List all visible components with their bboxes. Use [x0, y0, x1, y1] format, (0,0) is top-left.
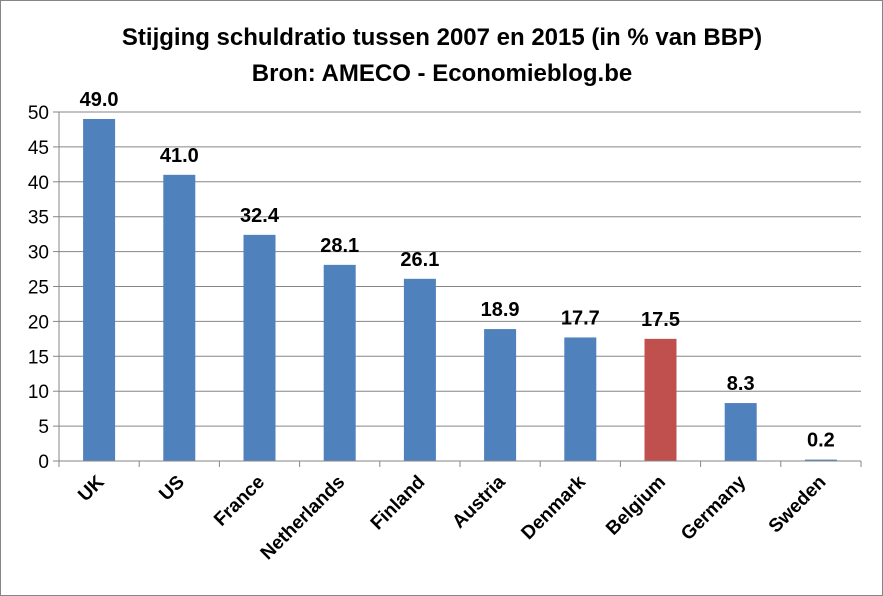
bar [403, 278, 436, 461]
x-tick-label: US [155, 472, 189, 506]
x-tick-label: Finland [367, 472, 430, 535]
bar [804, 459, 837, 461]
bar [564, 337, 597, 461]
axes [53, 111, 862, 467]
bar [323, 264, 356, 461]
x-tick-label: Austria [448, 471, 509, 532]
y-tick-label: 15 [28, 347, 49, 368]
bar [83, 118, 116, 461]
data-label: 17.7 [561, 307, 600, 329]
x-tick-label: Germany [677, 471, 750, 544]
x-tick-label: UK [74, 471, 108, 505]
y-tick-label: 0 [38, 452, 49, 473]
bars [83, 118, 837, 461]
y-tick-label: 10 [28, 382, 49, 403]
data-label: 18.9 [481, 299, 520, 321]
bar [644, 338, 677, 461]
bar [484, 329, 517, 461]
data-label: 17.5 [641, 309, 680, 331]
y-tick-label: 20 [28, 312, 49, 333]
y-tick-label: 45 [28, 138, 49, 159]
y-tick-label: 5 [38, 417, 49, 438]
y-tick-label: 35 [28, 208, 49, 229]
x-tick-label: France [210, 472, 269, 531]
data-label: 26.1 [400, 249, 439, 271]
chart-subtitle: Bron: AMECO - Economieblog.be [252, 60, 632, 87]
y-tick-label: 25 [28, 278, 49, 299]
data-label: 0.2 [807, 430, 835, 452]
bar [163, 174, 196, 461]
x-tick-label: Belgium [602, 472, 670, 540]
data-label: 41.0 [160, 145, 199, 167]
bar [724, 403, 757, 461]
data-label: 8.3 [727, 373, 755, 395]
y-tick-label: 40 [28, 173, 49, 194]
bar [243, 234, 276, 461]
y-tick-label: 50 [28, 103, 49, 124]
x-tick-label: Denmark [517, 471, 590, 544]
x-tick-label: Netherlands [257, 472, 349, 564]
x-tick-label: Sweden [765, 472, 831, 538]
y-tick-label: 30 [28, 243, 49, 264]
chart-title: Stijging schuldratio tussen 2007 en 2015… [122, 24, 762, 51]
data-label: 49.0 [80, 89, 119, 111]
data-label: 32.4 [240, 205, 280, 227]
data-label: 28.1 [320, 235, 359, 257]
